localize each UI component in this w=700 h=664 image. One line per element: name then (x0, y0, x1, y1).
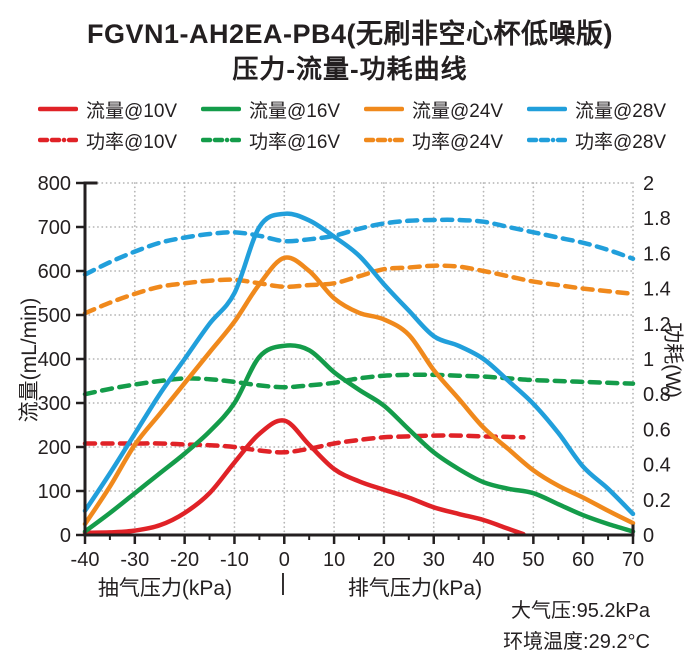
legend-item-flow-10v: 流量@10V (38, 98, 201, 122)
curve-flow-10v (82, 418, 526, 537)
legend-item-power-16v: 功率@16V (201, 129, 364, 153)
legend-label: 功率@10V (86, 131, 178, 153)
x-tick-label: 0 (279, 549, 290, 571)
ambient-temperature-note: 环境温度:29.2°C (503, 631, 650, 653)
legend-label: 流量@28V (575, 100, 667, 122)
y-tick-label: 800 (38, 173, 71, 195)
x-tick-label: 40 (472, 549, 494, 571)
legend: 流量@10V 流量@16V 流量@24V 流量@28V 功率@10V 功率@16V 功率@2… (38, 98, 690, 153)
legend-item-power-10v: 功率@10V (38, 129, 201, 153)
legend-item-power-28v: 功率@28V (527, 129, 690, 153)
x-tick-label: 20 (373, 549, 395, 571)
y2-tick-label: 1.8 (643, 208, 671, 230)
legend-label: 流量@10V (86, 100, 178, 122)
x-tick-label: -10 (220, 549, 249, 571)
x-tick-label: 60 (572, 549, 594, 571)
x-tick-label: -40 (71, 549, 100, 571)
right-axis-title: 功耗(W) (661, 322, 684, 398)
curve-flow-24v (82, 255, 636, 527)
y2-tick-label: 0.8 (643, 384, 671, 406)
x-tick-label: 70 (622, 549, 644, 571)
legend-label: 流量@16V (249, 100, 341, 122)
page-subtitle: 压力-流量-功耗曲线 (232, 54, 468, 84)
y2-tick-label: 0 (643, 525, 654, 547)
curve-power-28v (82, 217, 636, 277)
curve-power-16v (82, 372, 636, 397)
dashed-line-swatch-icon (201, 137, 241, 143)
dashed-line-swatch-icon (364, 137, 404, 143)
x-axis-title-exhaust: 排气压力(kPa) (347, 577, 483, 600)
y-tick-label: 300 (38, 393, 71, 415)
legend-label: 功率@28V (575, 131, 667, 153)
legend-item-power-24v: 功率@24V (364, 129, 527, 153)
y2-tick-label: 0.4 (643, 455, 671, 477)
y2-tick-label: 0.2 (643, 490, 671, 512)
y-tick-label: 700 (38, 217, 71, 239)
legend-label: 功率@24V (412, 131, 504, 153)
curve-power-24v (82, 263, 636, 316)
y2-tick-label: 2 (643, 173, 654, 195)
x-tick-label: -30 (120, 549, 149, 571)
y2-tick-label: 1.2 (643, 314, 671, 336)
y2-tick-label: 1.6 (643, 243, 671, 265)
y-tick-label: 0 (60, 525, 71, 547)
solid-line-swatch-icon (364, 106, 404, 112)
x-axis-title-divider: | (280, 569, 286, 595)
solid-line-swatch-icon (201, 106, 241, 112)
legend-item-flow-28v: 流量@28V (527, 98, 690, 122)
y2-tick-label: 0.6 (643, 419, 671, 441)
y-tick-label: 600 (38, 261, 71, 283)
x-tick-label: 30 (423, 549, 445, 571)
dashed-line-swatch-icon (38, 137, 78, 143)
atmospheric-pressure-note: 大气压:95.2kPa (511, 600, 650, 622)
curve-flow-16v (82, 343, 636, 534)
legend-label: 流量@24V (412, 100, 504, 122)
legend-label: 功率@16V (249, 131, 341, 153)
x-axis-title-suction: 抽气压力(kPa) (97, 577, 233, 600)
y2-tick-label: 1.4 (643, 279, 671, 301)
y-tick-label: 400 (38, 349, 71, 371)
dashed-line-swatch-icon (527, 137, 567, 143)
page-title: FGVN1-AH2EA-PB4(无刷非空心杯低噪版) (86, 19, 614, 49)
x-tick-label: 50 (522, 549, 544, 571)
solid-line-swatch-icon (527, 106, 567, 112)
test-conditions: 大气压:95.2kPa 环境温度:29.2°C (503, 596, 650, 658)
legend-item-flow-24v: 流量@24V (364, 98, 527, 122)
curve-flow-28v (82, 211, 636, 517)
curve-power-10v (82, 433, 526, 455)
left-axis-title: 流量(mL/min) (18, 297, 41, 423)
y-tick-label: 100 (38, 481, 71, 503)
x-tick-label: 10 (323, 549, 345, 571)
y2-tick-label: 1 (643, 349, 654, 371)
y-tick-label: 200 (38, 437, 71, 459)
x-tick-label: -20 (170, 549, 199, 571)
solid-line-swatch-icon (38, 106, 78, 112)
legend-item-flow-16v: 流量@16V (201, 98, 364, 122)
y-tick-label: 500 (38, 305, 71, 327)
